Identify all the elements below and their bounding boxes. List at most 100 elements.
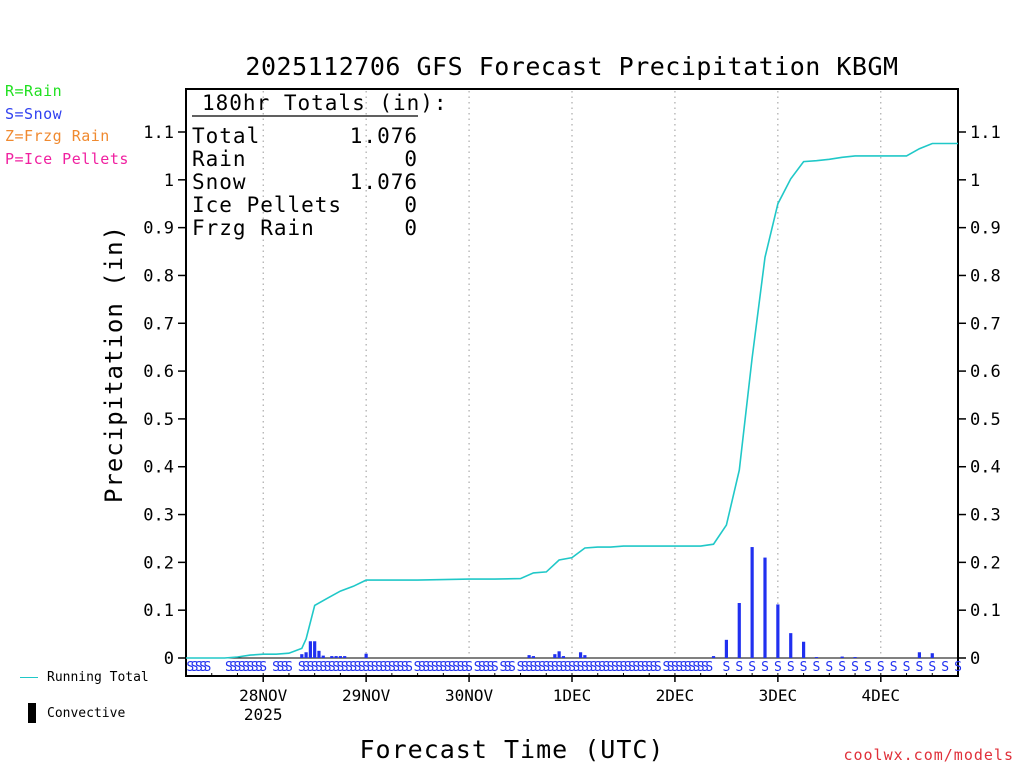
ptype-marker-snow: S: [748, 660, 756, 675]
y-axis-label: Precipitation (in): [100, 225, 128, 503]
ptype-marker-snow: S: [813, 660, 821, 675]
totals-row-label: Rain: [192, 147, 247, 171]
ptype-marker-snow: S: [637, 660, 645, 675]
x-axis-label: Forecast Time (UTC): [360, 735, 665, 764]
ptype-marker-snow: S: [349, 660, 357, 675]
credit-link[interactable]: coolwx.com/models: [843, 746, 1014, 764]
y-tick-label-right: 0.6: [970, 362, 1001, 382]
ptype-marker-snow: S: [534, 660, 542, 675]
snow-bar: [304, 652, 308, 658]
ptype-marker-snow: S: [392, 660, 400, 675]
ptype-marker-snow: S: [504, 660, 512, 675]
ptype-marker-snow: S: [281, 660, 289, 675]
ptype-marker-snow: S: [388, 660, 396, 675]
snow-bar: [343, 656, 347, 658]
ptype-marker-snow: S: [238, 660, 246, 675]
ptype-marker-snow: S: [444, 660, 452, 675]
ptype-marker-snow: S: [272, 660, 280, 675]
ptype-marker-snow: S: [688, 660, 696, 675]
ptype-marker-snow: S: [761, 660, 769, 675]
y-tick-label-right: 0.2: [970, 553, 1001, 573]
ptype-marker-snow: S: [735, 660, 743, 675]
ptype-marker-snow: S: [692, 660, 700, 675]
ptype-marker-snow: S: [405, 660, 413, 675]
y-tick-label-left: 0.8: [143, 266, 174, 286]
ptype-marker-snow: S: [602, 660, 610, 675]
y-tick-label-right: 0.7: [970, 314, 1001, 334]
snow-bar: [583, 655, 587, 658]
ptype-marker-snow: S: [705, 660, 713, 675]
snow-bar: [334, 656, 338, 658]
ptype-marker-snow: S: [560, 660, 568, 675]
ptype-marker-snow: S: [384, 660, 392, 675]
y-tick-label-right: 0.4: [970, 458, 1001, 478]
y-tick-label-right: 0.9: [970, 219, 1001, 239]
x-tick-label: 3DEC: [759, 686, 798, 705]
snow-bar: [313, 641, 317, 658]
snow-bar: [578, 652, 583, 658]
ptype-marker-snow: S: [246, 660, 254, 675]
ptype-marker-snow: S: [838, 660, 846, 675]
ptype-marker-snow: S: [590, 660, 598, 675]
ptype-marker-snow: S: [564, 660, 572, 675]
ptype-marker-snow: S: [722, 660, 730, 675]
snow-bar: [789, 633, 793, 658]
ptype-marker-snow: S: [358, 660, 366, 675]
totals-row-label: Total: [192, 124, 260, 148]
y-tick-label-left: 1.1: [143, 123, 174, 143]
ptype-marker-snow: S: [903, 660, 911, 675]
snow-bar: [338, 656, 342, 658]
snow-bar: [930, 653, 934, 658]
running-total-legend-label: Running Total: [47, 670, 149, 685]
y-tick-label-left: 1: [164, 171, 174, 191]
snow-bar: [321, 655, 325, 658]
y-tick-label-left: 0.6: [143, 362, 174, 382]
y-tick-label-left: 0: [164, 649, 174, 669]
ptype-marker-snow: S: [345, 660, 353, 675]
legend-rain-key: R=Rain: [5, 82, 63, 100]
ptype-marker-snow: S: [620, 660, 628, 675]
ptype-marker-snow: S: [375, 660, 383, 675]
ptype-marker-snow: S: [650, 660, 658, 675]
snow-bar: [853, 657, 857, 658]
ptype-marker-snow: S: [276, 660, 284, 675]
snow-bar: [724, 639, 728, 658]
running-total-line: [186, 142, 958, 659]
legend-frzg-rain-key: Z=Frzg Rain: [5, 127, 110, 145]
x-tick-label: 28NOV: [239, 686, 288, 705]
snow-bar: [557, 651, 561, 658]
snow-bar: [364, 653, 368, 658]
ptype-marker-snow: S: [315, 660, 323, 675]
ptype-marker-snow: S: [186, 660, 194, 675]
ptype-marker-snow: S: [632, 660, 640, 675]
ptype-marker-snow: S: [800, 660, 808, 675]
ptype-marker-snow: S: [418, 660, 426, 675]
ptype-marker-snow: S: [890, 660, 898, 675]
totals-heading: 180hr Totals (in):: [202, 91, 448, 115]
y-tick-label-right: 0: [970, 649, 980, 669]
totals-row-value: 0: [404, 216, 418, 240]
ptype-marker-snow: S: [525, 660, 533, 675]
x-tick-label: 4DEC: [862, 686, 901, 705]
ptype-marker-snow: S: [680, 660, 688, 675]
ptype-marker-snow: S: [225, 660, 233, 675]
ptype-marker-snow: S: [701, 660, 709, 675]
ptype-marker-snow: S: [319, 660, 327, 675]
ptype-marker-snow: S: [204, 660, 212, 675]
ptype-marker-snow: S: [302, 660, 310, 675]
ptype-marker-snow: S: [628, 660, 636, 675]
ptype-marker-snow: S: [615, 660, 623, 675]
x-tick-label: 1DEC: [553, 686, 592, 705]
ptype-marker-snow: S: [336, 660, 344, 675]
ptype-marker-snow: S: [255, 660, 263, 675]
ptype-marker-snow: S: [697, 660, 705, 675]
snow-bar: [750, 547, 754, 658]
ptype-marker-snow: S: [555, 660, 563, 675]
x-tick-label: 2DEC: [656, 686, 695, 705]
ptype-marker-snow: S: [787, 660, 795, 675]
totals-row-label: Frzg Rain: [192, 216, 315, 240]
ptype-marker-snow: S: [379, 660, 387, 675]
ptype-marker-snow: S: [414, 660, 422, 675]
ptype-marker-snow: S: [195, 660, 203, 675]
